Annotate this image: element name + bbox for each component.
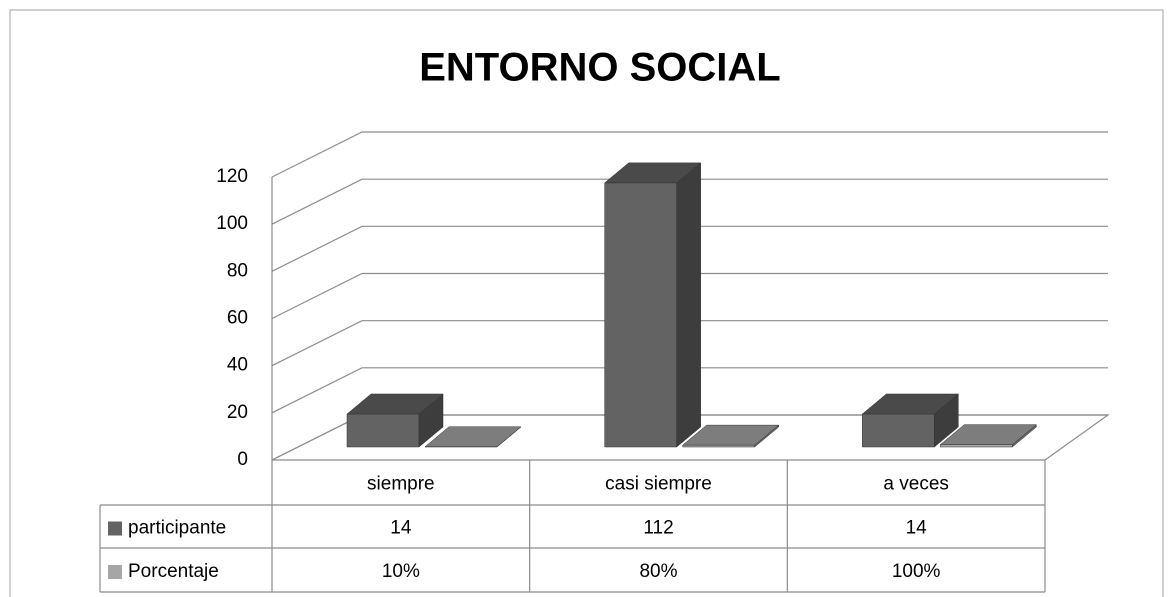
bar-front xyxy=(604,182,677,448)
chart-title: ENTORNO SOCIAL xyxy=(419,46,781,90)
bar xyxy=(603,162,702,448)
bar-front xyxy=(346,413,420,448)
y-tick-label: 60 xyxy=(227,308,248,329)
y-tick-label: 80 xyxy=(227,260,248,281)
grid-line xyxy=(271,225,1108,272)
legend-key xyxy=(108,521,122,536)
y-tick-label: 0 xyxy=(237,449,248,470)
bar xyxy=(861,393,960,448)
bar xyxy=(424,426,522,448)
bar-front xyxy=(862,413,935,448)
data-label: 10% xyxy=(382,561,420,582)
bar xyxy=(939,424,1038,448)
bar xyxy=(681,424,780,448)
bar xyxy=(346,393,444,448)
data-label: 80% xyxy=(639,561,677,582)
y-tick-label: 40 xyxy=(227,355,248,376)
bar-top xyxy=(424,426,522,448)
x-tick-label: a veces xyxy=(883,474,948,495)
grid-line xyxy=(271,178,1108,225)
legend-label: participante xyxy=(128,518,226,539)
y-tick-label: 120 xyxy=(216,166,248,187)
bar-top xyxy=(346,393,444,415)
bar-front xyxy=(940,444,1013,448)
chart-border xyxy=(9,9,1164,597)
data-label: 112 xyxy=(643,518,673,539)
bar-top xyxy=(603,162,702,184)
legend-key xyxy=(108,565,122,579)
data-label: 14 xyxy=(906,518,928,539)
grid-line xyxy=(271,272,1108,320)
data-label: 100% xyxy=(892,561,941,582)
bar-top xyxy=(681,424,780,446)
legend-label: Porcentaje xyxy=(128,561,219,582)
bar-top xyxy=(939,424,1038,445)
bar-top xyxy=(861,393,960,415)
y-tick-label: 100 xyxy=(216,213,248,234)
grid-line xyxy=(271,131,1108,178)
bar-side xyxy=(676,162,701,448)
x-tick-label: siempre xyxy=(367,474,435,495)
data-label: 14 xyxy=(390,518,412,539)
y-tick-label: 20 xyxy=(227,402,248,423)
grid-line xyxy=(271,320,1108,367)
x-tick-label: casi siempre xyxy=(605,474,712,495)
grid-line xyxy=(271,367,1108,414)
bar-front xyxy=(682,444,755,448)
